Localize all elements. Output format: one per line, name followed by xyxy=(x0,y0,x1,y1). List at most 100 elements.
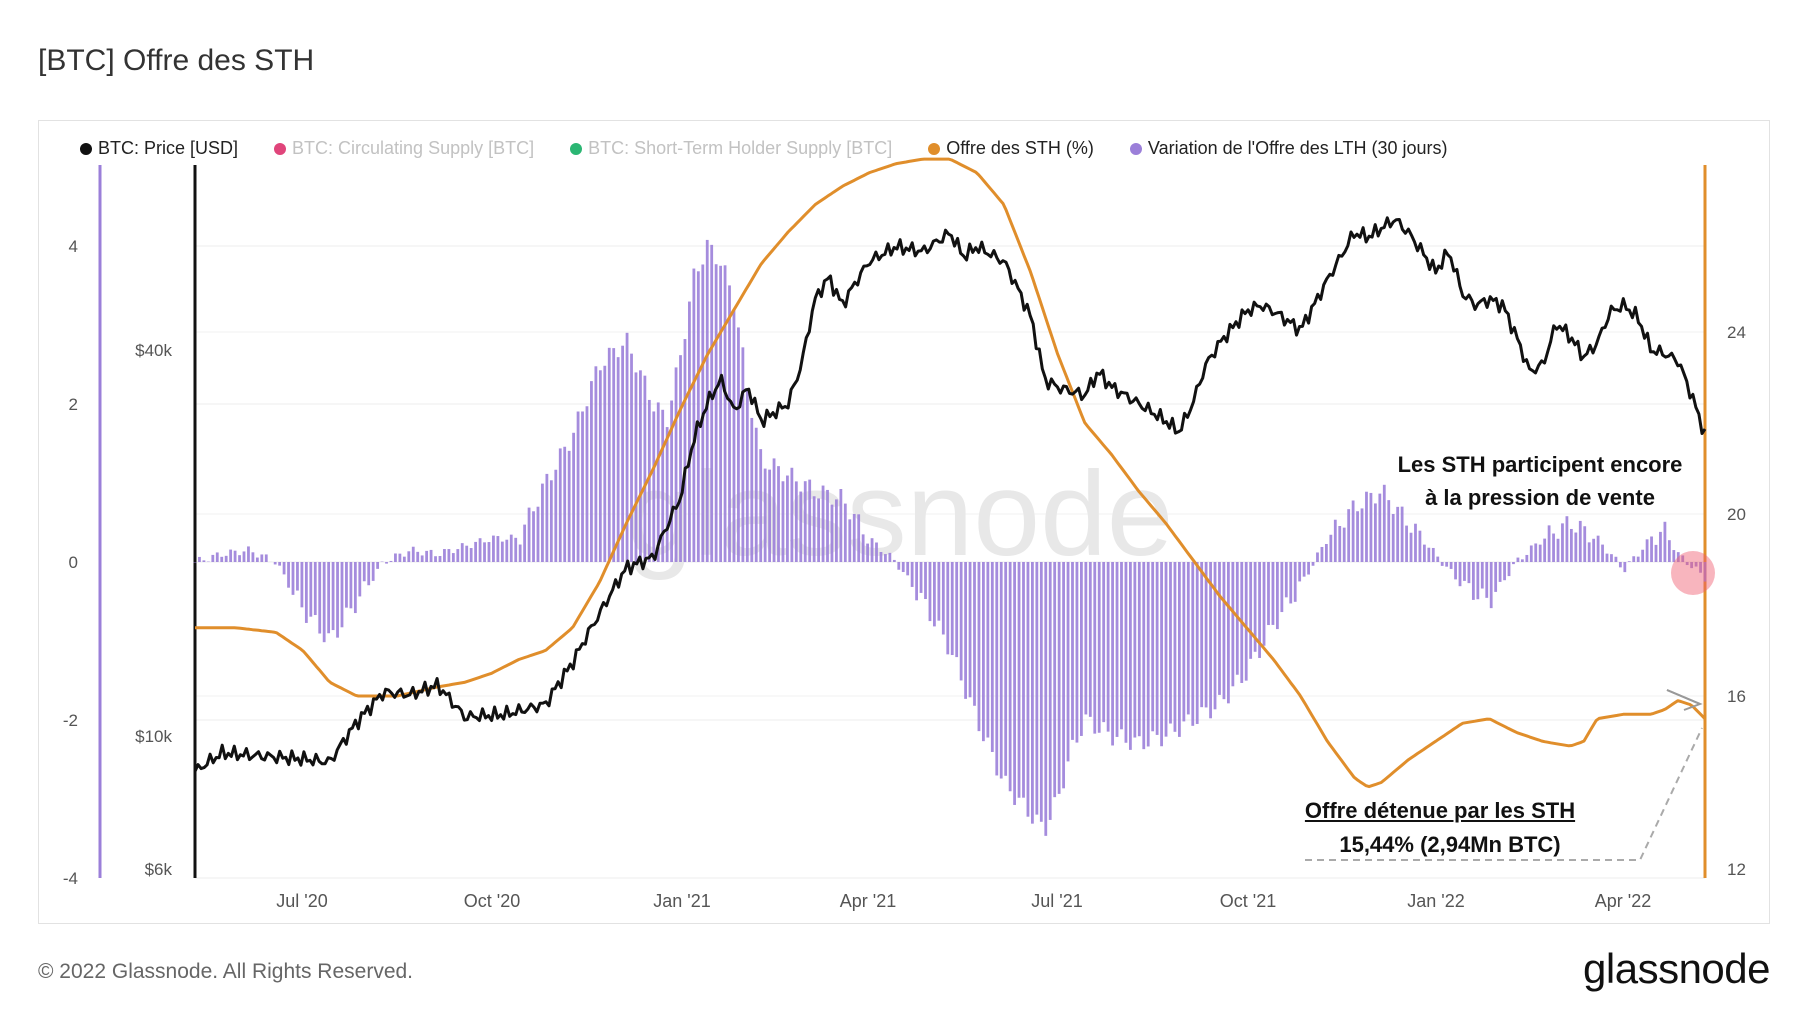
lth-bar xyxy=(1062,562,1065,789)
lth-bar xyxy=(1409,532,1413,562)
lth-bar xyxy=(224,555,228,562)
lth-bar xyxy=(1463,562,1466,581)
x-axis-tick: Oct '21 xyxy=(1220,891,1276,911)
lth-bar xyxy=(1356,511,1359,562)
lth-bar xyxy=(447,549,451,562)
lth-bar xyxy=(986,562,990,738)
lth-bar xyxy=(1013,562,1016,805)
lth-bar xyxy=(1280,562,1284,613)
lth-bar xyxy=(937,562,941,621)
lth-bar xyxy=(1128,562,1132,750)
lth-bar xyxy=(915,562,918,601)
legend-item-circulating-supply[interactable]: BTC: Circulating Supply [BTC] xyxy=(274,138,534,159)
lth-bar xyxy=(1164,562,1168,737)
lth-bar xyxy=(772,458,776,562)
lth-bar xyxy=(679,355,682,562)
lth-bar xyxy=(888,552,892,562)
lth-bar xyxy=(950,562,954,656)
price-line xyxy=(193,216,1707,773)
right-axis-tick: 24 xyxy=(1727,323,1746,342)
legend-label: BTC: Price [USD] xyxy=(98,138,239,158)
lth-bar xyxy=(1610,554,1613,562)
lth-bar xyxy=(1080,562,1083,736)
lth-bar xyxy=(1066,562,1070,762)
lth-bar xyxy=(1271,562,1275,625)
lth-bar xyxy=(1351,500,1355,562)
lth-bar xyxy=(429,549,433,562)
lth-bar xyxy=(1244,562,1248,681)
lth-bar xyxy=(1699,562,1702,573)
lth-bar xyxy=(982,562,985,742)
lth-bar xyxy=(336,562,339,638)
legend-item-sth-supply[interactable]: BTC: Short-Term Holder Supply [BTC] xyxy=(570,138,892,159)
lth-bar xyxy=(1543,538,1547,562)
lth-bar xyxy=(1645,539,1649,562)
lth-bar xyxy=(1587,542,1591,562)
lth-bar xyxy=(732,309,736,562)
lth-bar xyxy=(1324,543,1328,562)
lth-bar xyxy=(652,411,656,562)
lth-bar xyxy=(1436,556,1440,562)
lth-bar xyxy=(474,541,478,562)
lth-bar xyxy=(959,562,963,681)
lth-bar xyxy=(598,370,602,562)
lth-bar xyxy=(545,473,549,562)
lth-bar xyxy=(1454,562,1457,580)
lth-bar xyxy=(750,417,754,562)
lth-bar xyxy=(759,449,763,562)
lth-bar xyxy=(616,357,620,562)
lth-bar xyxy=(1494,562,1498,592)
lth-bar xyxy=(229,549,233,562)
lth-bar xyxy=(465,545,469,562)
lth-bar xyxy=(955,562,959,658)
lth-bar xyxy=(1151,562,1155,732)
lth-bar xyxy=(1458,562,1462,587)
lth-bar xyxy=(407,551,411,562)
lth-bar xyxy=(1026,562,1030,817)
lth-bar xyxy=(264,554,268,562)
lth-bar xyxy=(496,536,500,562)
lth-bar xyxy=(1275,562,1279,630)
lth-bar xyxy=(549,480,553,562)
lth-bar xyxy=(995,562,999,776)
x-axis-tick: Apr '21 xyxy=(840,891,896,911)
lth-bar xyxy=(1111,562,1114,746)
glassnode-logo[interactable]: glassnode xyxy=(1583,945,1770,992)
lth-bar xyxy=(1102,562,1106,723)
lth-bar xyxy=(1231,562,1235,687)
lth-bar xyxy=(710,244,714,562)
lth-bar xyxy=(1204,562,1208,708)
legend: BTC: Price [USD] BTC: Circulating Supply… xyxy=(80,138,1447,159)
lth-bar xyxy=(777,466,780,562)
lth-bar xyxy=(1636,556,1640,562)
lth-bar xyxy=(656,402,660,562)
lth-bar xyxy=(1592,538,1596,562)
lth-bar xyxy=(826,489,829,562)
lth-bar xyxy=(1053,562,1057,798)
lth-bar xyxy=(1088,562,1092,717)
lth-bar xyxy=(1445,562,1449,567)
legend-item-lth-variation[interactable]: Variation de l'Offre des LTH (30 jours) xyxy=(1129,138,1447,159)
lth-bar xyxy=(389,560,393,562)
lth-bar xyxy=(803,481,807,562)
lth-bar xyxy=(754,427,758,562)
lth-bar xyxy=(1601,544,1604,562)
lth-bar xyxy=(1529,545,1533,562)
lth-bar xyxy=(367,562,371,586)
legend-item-sth-percent[interactable]: Offre des STH (%) xyxy=(928,138,1094,159)
lth-bar xyxy=(1093,562,1097,734)
lth-bar xyxy=(536,506,540,562)
lth-bar xyxy=(817,498,820,562)
lth-bar xyxy=(1520,559,1524,562)
lth-bar xyxy=(999,562,1003,779)
lth-bar xyxy=(251,552,255,562)
lth-bar xyxy=(647,399,651,562)
right-axis-tick: 16 xyxy=(1727,687,1746,706)
lth-bar xyxy=(1262,562,1266,646)
lth-bar xyxy=(1329,534,1333,562)
lth-bar xyxy=(233,550,237,562)
lth-bar xyxy=(514,537,518,562)
lth-bar xyxy=(1578,520,1582,562)
legend-item-price[interactable]: BTC: Price [USD] xyxy=(80,138,238,159)
lth-bar xyxy=(768,469,772,562)
